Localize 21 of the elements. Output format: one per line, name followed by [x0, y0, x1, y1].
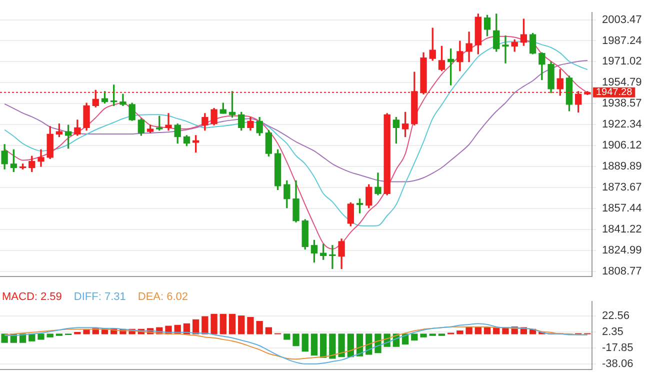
y-tick-label: 1987.24	[602, 34, 642, 47]
text: MACD: 2.59	[2, 291, 62, 303]
text: DEA: 6.02	[138, 291, 188, 303]
y-tick-label: 1841.22	[602, 224, 642, 236]
y-tick-label: 1808.77	[602, 266, 642, 278]
y-tick-label: 1922.34	[602, 118, 642, 131]
y-tick-label: 1906.12	[602, 140, 642, 152]
y-tick-label: 1873.67	[602, 182, 642, 194]
y-tick-label: -17.85	[602, 342, 634, 354]
y-tick-label: 1857.44	[602, 202, 642, 215]
y-tick-label: 1824.99	[602, 244, 642, 257]
y-tick-label: 2.35	[602, 326, 624, 338]
y-tick-label: 1971.02	[602, 56, 642, 68]
y-tick-label: -38.06	[602, 358, 634, 370]
y-tick-label: 1889.89	[602, 160, 642, 173]
y-tick-label: 1954.79	[602, 76, 642, 89]
text: DIFF: 7.31	[74, 291, 126, 303]
y-tick-label: 22.56	[602, 310, 630, 322]
y-tick-label: 1938.57	[602, 98, 642, 110]
ref-line-label: 1947.28	[596, 87, 633, 98]
y-tick-label: 2003.47	[602, 14, 642, 26]
